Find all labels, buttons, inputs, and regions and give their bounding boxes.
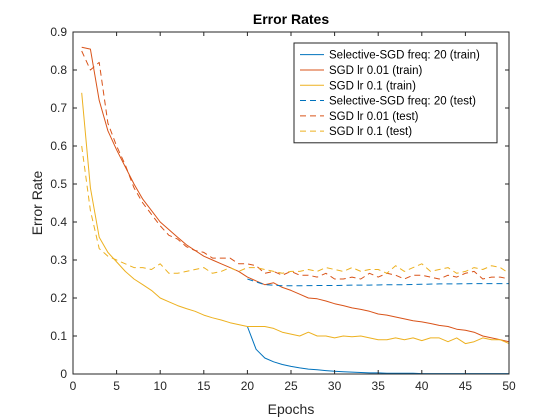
chart-title: Error Rates: [253, 11, 329, 27]
axes-layer: 0 5 10 15 20 25 30 35 40 45 50 0 0.1 0.2 0.3 0.4 0.5 0.6 0…: [50, 25, 516, 393]
x-tick-label: 5: [113, 379, 120, 393]
series-line-2: [81, 92, 510, 345]
y-tick-label: 0.1: [50, 329, 67, 343]
x-tick-label: 10: [154, 379, 168, 393]
series-layer: [81, 46, 510, 375]
x-tick-label: 25: [284, 379, 298, 393]
y-tick-label: 0.3: [50, 253, 67, 267]
legend-label-4: SGD lr 0.01 (test): [329, 111, 419, 123]
y-axis-label: Error Rate: [29, 171, 45, 236]
x-axis-label: Epochs: [268, 401, 315, 417]
legend-label-5: SGD lr 0.1 (test): [329, 126, 412, 138]
x-tick-label: 15: [197, 379, 211, 393]
legend-label-1: SGD lr 0.01 (train): [329, 65, 422, 77]
y-tick-label: 0: [60, 367, 67, 381]
x-tick-label: 20: [241, 379, 255, 393]
legend-label-2: SGD lr 0.1 (train): [329, 80, 416, 92]
series-line-1: [81, 46, 510, 343]
x-tick-label: 50: [502, 379, 516, 393]
y-tick-label: 0.9: [50, 25, 67, 39]
y-tick-label: 0.8: [50, 63, 67, 77]
x-tick-label: 45: [459, 379, 473, 393]
y-tick-label: 0.7: [50, 101, 67, 115]
series-line-4: [81, 50, 510, 280]
y-tick-label: 0.4: [50, 215, 67, 229]
legend-box: [293, 42, 498, 144]
series-line-3: [247, 278, 509, 287]
series-line-5: [81, 145, 510, 274]
x-tick-label: 35: [372, 379, 386, 393]
x-tick-label: 40: [415, 379, 429, 393]
y-tick-label: 0.6: [50, 139, 67, 153]
legend-label-3: Selective-SGD freq: 20 (test): [329, 96, 476, 108]
y-tick-label: 0.5: [50, 177, 67, 191]
legend: Selective-SGD freq: 20 (train) SGD lr 0.0…: [293, 42, 498, 144]
y-tick-label: 0.2: [50, 291, 67, 305]
x-tick-label: 30: [328, 379, 342, 393]
legend-label-0: Selective-SGD freq: 20 (train): [329, 50, 480, 62]
x-tick-label: 0: [70, 379, 77, 393]
